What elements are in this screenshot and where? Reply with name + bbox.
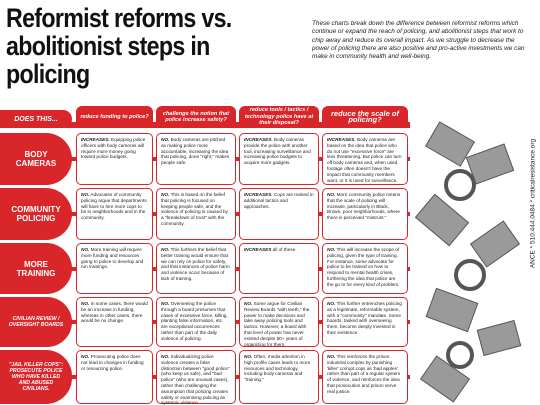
cell-text: Advocates of community policing argue th… bbox=[81, 192, 147, 221]
cell: NO. Individualizing police violence crea… bbox=[156, 350, 236, 405]
cell: NO. Body cameras are pitched as making p… bbox=[156, 133, 236, 185]
cell: NO. More training will require more fund… bbox=[76, 243, 153, 294]
cell-text: Some argue for Civilian Review Boards "w… bbox=[244, 301, 310, 347]
handcuffs-graphic bbox=[414, 121, 522, 403]
cell-lead: NO. bbox=[327, 247, 336, 252]
cell-lead: NO. bbox=[161, 301, 170, 306]
cell-lead: INCREASES bbox=[244, 247, 272, 252]
column-header: challenge the notion that police increas… bbox=[156, 106, 236, 128]
side-text: ANCE * 510.444.0484 * criticalresistance… bbox=[529, 138, 537, 269]
cell-text: Body cameras provide the police with ano… bbox=[244, 137, 311, 166]
cell: INCREASES. Body cameras provide the poli… bbox=[239, 133, 319, 185]
cell-text: Prosecuting police does not lead to chan… bbox=[81, 354, 144, 371]
cell-lead: NO. bbox=[161, 247, 170, 252]
cell-text: all of these. bbox=[272, 247, 297, 252]
cell-lead: NO. bbox=[161, 137, 170, 142]
cell: NO. This will increase the scope of poli… bbox=[322, 243, 408, 294]
cell: NO. Overseeing the police through a boar… bbox=[156, 297, 236, 347]
cell-lead: NO. bbox=[161, 354, 170, 359]
cell: NO. This further entrenches policing as … bbox=[322, 297, 408, 347]
column-header: reduce the scale of policing? bbox=[322, 106, 408, 128]
cell-text: In some cases, there would be an increas… bbox=[81, 301, 148, 324]
cell: NO. Advocates of community policing argu… bbox=[76, 188, 153, 240]
row-label: CIVILIAN REVIEW / OVERSIGHT BOARDS bbox=[0, 297, 72, 347]
cell: INCREASES all of these. bbox=[239, 243, 319, 294]
cell-lead: NO. bbox=[81, 354, 90, 359]
cell-text: More training will require more funding … bbox=[81, 247, 144, 270]
cell: INCREASES. Cops are trained in additiona… bbox=[239, 188, 319, 240]
cell-lead: INCREASES. bbox=[81, 137, 110, 142]
cell-lead: NO. bbox=[327, 192, 336, 197]
cell: NO. Prosecuting police does not lead to … bbox=[76, 350, 153, 404]
cell: NO. This is based on the belief that pol… bbox=[156, 188, 236, 240]
cell-text: Overseeing the police through a board pr… bbox=[161, 301, 228, 341]
corner-label: DOES THIS... bbox=[0, 110, 72, 128]
cell-text: Individualizing police violence creates … bbox=[161, 354, 230, 405]
cell-lead: NO. bbox=[81, 192, 90, 197]
cell-lead: NO. bbox=[244, 301, 253, 306]
row-label: COMMUNITY POLICING bbox=[0, 188, 72, 240]
cell-lead: INCREASES. bbox=[244, 137, 273, 142]
cell-text: More community police means that the sca… bbox=[327, 192, 401, 221]
cell-text: This furthers the belief that better tra… bbox=[161, 247, 230, 281]
cell-text: This will increase the scope of policing… bbox=[327, 247, 400, 287]
cell-text: Cops are trained in additional tactics a… bbox=[244, 192, 314, 209]
cell-text: Body cameras are based on the idea that … bbox=[327, 137, 402, 183]
cell-lead: NO. bbox=[327, 301, 336, 306]
cell-text: Body cameras are pitched as making polic… bbox=[161, 137, 230, 166]
cell-lead: NO. bbox=[81, 247, 90, 252]
cell-lead: NO. bbox=[81, 301, 90, 306]
cell-text: This reinforces the prison industrial co… bbox=[327, 354, 401, 394]
cell: NO. Some argue for Civilian Review Board… bbox=[239, 297, 319, 347]
cell-lead: INCREASES. bbox=[327, 137, 356, 142]
cell: INCREASES. Body cameras are based on the… bbox=[322, 133, 408, 185]
cell-text: This is based on the belief that policin… bbox=[161, 192, 228, 226]
cell-text: This further entrenches policing as a le… bbox=[327, 301, 402, 335]
cell-text: Often, media attention in high profile c… bbox=[244, 354, 311, 383]
cell-lead: INCREASES. bbox=[244, 192, 273, 197]
cell: NO. In some cases, there would be an inc… bbox=[76, 297, 153, 347]
row-label: "JAIL KILLER COPS": PROSECUTE POLICE WHO… bbox=[0, 350, 72, 404]
title: Reformist reforms vs. abolitionist steps… bbox=[6, 3, 232, 89]
row-label: BODY CAMERAS bbox=[0, 133, 72, 185]
cell: NO. This reinforces the prison industria… bbox=[322, 350, 408, 404]
cell: NO. This furthers the belief that better… bbox=[156, 243, 236, 294]
cell-lead: NO. bbox=[327, 354, 336, 359]
row-label: MORE TRAINING bbox=[0, 243, 72, 294]
column-header: reduce tools / tactics / technology poli… bbox=[239, 106, 319, 128]
cell-lead: NO. bbox=[161, 192, 170, 197]
column-header: reduce funding to police? bbox=[76, 106, 153, 128]
cell-text: Equipping police officers with body came… bbox=[81, 137, 146, 160]
cell: NO. Often, media attention in high profi… bbox=[239, 350, 319, 404]
cell-lead: NO. bbox=[244, 354, 253, 359]
intro: These charts break down the difference b… bbox=[312, 20, 525, 61]
cell: INCREASES. Equipping police officers wit… bbox=[76, 133, 153, 185]
cell: NO. More community police means that the… bbox=[322, 188, 408, 240]
